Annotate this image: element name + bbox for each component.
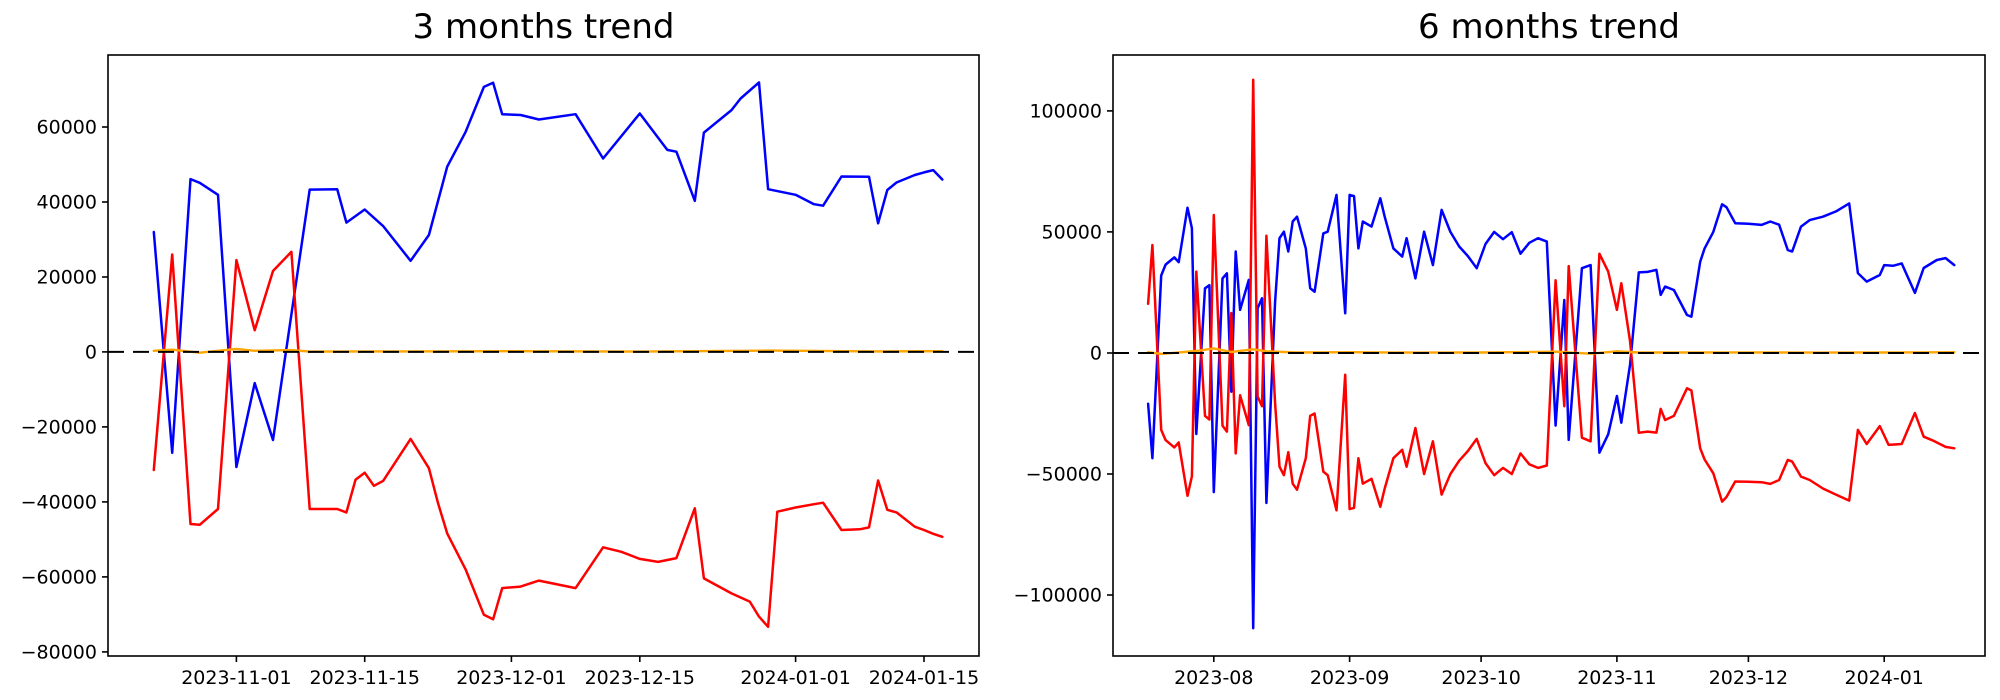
x-tick-label: 2023-11: [1577, 667, 1656, 689]
x-tick-label: 2023-11-01: [181, 667, 291, 689]
y-tick-label: 60000: [37, 116, 97, 138]
chart-3-months-trend: 60000 40000 20000 0 −20000 −40000 −60000 −80000…: [21, 54, 980, 689]
y-tick-labels: 60000 40000 20000 0 −20000 −40000 −60000 −80000: [21, 116, 108, 663]
x-tick-label: 2023-12: [1709, 667, 1788, 689]
y-tick-label: 40000: [37, 191, 97, 213]
x-tick-label: 2023-08: [1174, 667, 1253, 689]
y-tick-label: −80000: [21, 641, 97, 663]
x-tick-label: 2023-12-01: [456, 667, 566, 689]
x-tick-label: 2023-12-15: [585, 667, 695, 689]
x-tick-labels: 2023-11-01 2023-11-15 2023-12-01 2023-12-15…: [181, 656, 979, 689]
y-tick-label: 0: [1090, 342, 1102, 364]
x-tick-label: 2024-01-15: [869, 667, 979, 689]
y-tick-label: −100000: [1014, 584, 1102, 606]
chart-title-3-months: 3 months trend: [412, 7, 675, 47]
y-tick-label: 20000: [37, 266, 97, 288]
chart-title-6-months: 6 months trend: [1418, 7, 1680, 47]
y-tick-label: 50000: [1042, 221, 1102, 243]
positive-flow-line: [1146, 193, 1956, 630]
x-tick-label: 2024-01-01: [740, 667, 850, 689]
axes-border: [107, 54, 980, 657]
x-tick-label: 2024-01: [1845, 667, 1924, 689]
y-tick-label: −40000: [21, 491, 97, 513]
x-tick-label: 2023-09: [1310, 667, 1389, 689]
negative-flow-line: [1146, 78, 1956, 512]
y-tick-label: 100000: [1029, 100, 1102, 122]
x-tick-label: 2023-11-15: [309, 667, 419, 689]
positive-flow-line: [152, 81, 944, 469]
axes-border: [1112, 54, 1986, 657]
y-tick-label: −50000: [1026, 463, 1102, 485]
y-tick-labels: 100000 50000 0 −50000 −100000: [1014, 100, 1113, 606]
negative-flow-line: [152, 250, 944, 629]
y-tick-label: 0: [85, 341, 97, 363]
y-tick-label: −20000: [21, 416, 97, 438]
x-tick-labels: 2023-08 2023-09 2023-10 2023-11 2023-12 2024-…: [1174, 656, 1924, 689]
y-tick-label: −60000: [21, 566, 97, 588]
x-tick-label: 2023-10: [1441, 667, 1520, 689]
